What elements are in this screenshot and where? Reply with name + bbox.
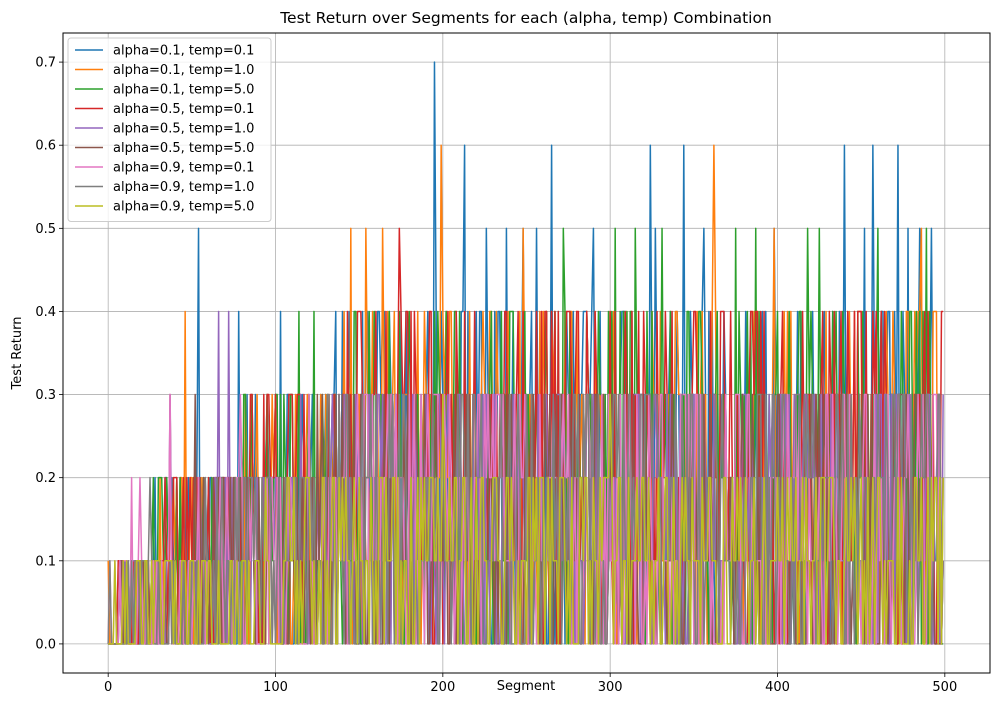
- axis-ticks: 0 100 200 300 400 500 0.0 0.1 0.2 0.3 0.4 0.5 0.6 0.7: [35, 56, 957, 695]
- y-tick-label: 0.4: [35, 305, 56, 320]
- x-tick-label: 100: [263, 680, 288, 695]
- legend-label: alpha=0.1, temp=1.0: [113, 63, 254, 78]
- legend-label: alpha=0.1, temp=5.0: [113, 83, 254, 98]
- y-tick-label: 0.3: [35, 388, 56, 403]
- x-tick-label: 300: [598, 680, 623, 695]
- series-line: [108, 393, 944, 645]
- legend-label: alpha=0.5, temp=5.0: [113, 141, 254, 156]
- y-tick-label: 0.7: [35, 56, 56, 71]
- x-axis-label: Segment: [497, 679, 556, 694]
- legend-label: alpha=0.9, temp=5.0: [113, 200, 254, 215]
- series-lines: [107, 61, 944, 645]
- y-tick-label: 0.6: [35, 139, 56, 154]
- y-tick-label: 0.2: [35, 471, 56, 486]
- plot-frame: [62, 32, 991, 674]
- x-tick-label: 200: [430, 680, 455, 695]
- legend: alpha=0.1, temp=0.1 alpha=0.1, temp=1.0 al…: [67, 37, 272, 222]
- x-tick-label: 500: [932, 680, 957, 695]
- y-axis-label: Test Return: [10, 317, 25, 391]
- legend-label: alpha=0.1, temp=0.1: [113, 44, 254, 59]
- y-tick-label: 0.5: [35, 222, 56, 237]
- x-tick-label: 400: [765, 680, 790, 695]
- legend-label: alpha=0.5, temp=1.0: [113, 122, 254, 137]
- y-tick-label: 0.0: [35, 637, 56, 652]
- x-tick-label: 0: [104, 680, 112, 695]
- legend-label: alpha=0.9, temp=0.1: [113, 161, 254, 176]
- legend-label: alpha=0.5, temp=0.1: [113, 102, 254, 117]
- chart-title: Test Return over Segments for each (alph…: [279, 9, 772, 27]
- legend-box: [67, 37, 272, 222]
- y-tick-label: 0.1: [35, 554, 56, 569]
- legend-label: alpha=0.9, temp=1.0: [113, 180, 254, 195]
